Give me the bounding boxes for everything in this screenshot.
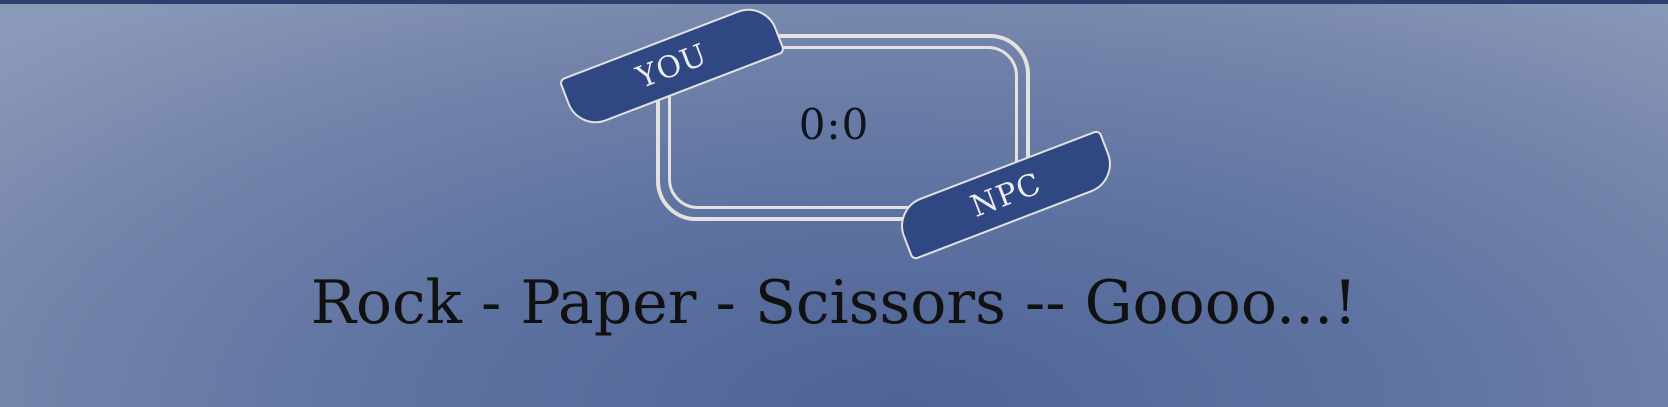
score-display: 0:0 bbox=[798, 100, 870, 149]
score-board-inner-frame bbox=[668, 46, 1018, 209]
score-board bbox=[656, 34, 1030, 221]
opponent-label: NPC bbox=[965, 165, 1047, 225]
game-headline: Rock - Paper - Scissors -- Goooo...! bbox=[310, 268, 1358, 338]
top-bar bbox=[0, 0, 1668, 4]
